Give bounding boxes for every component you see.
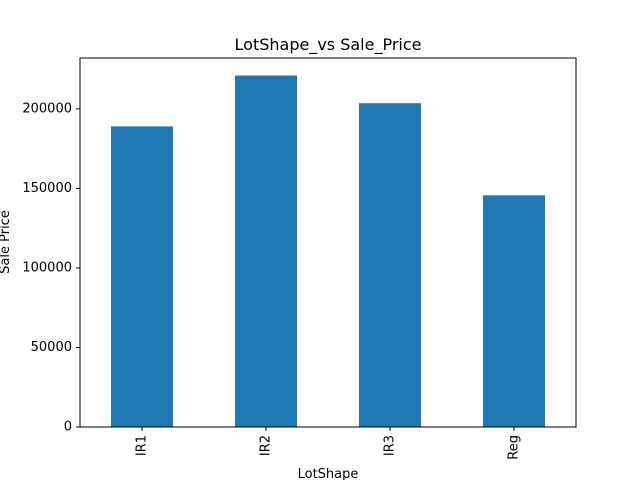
bars-group: [111, 75, 545, 428]
x-tick-label-reg: Reg: [507, 435, 522, 460]
x-tick-label-ir1: IR1: [135, 435, 150, 456]
y-tick-label-0: 0: [64, 420, 72, 435]
y-tick-label-200000: 200000: [22, 101, 72, 116]
bar-ir2: [235, 75, 297, 427]
y-tick-label-100000: 100000: [22, 260, 72, 275]
x-tick-label-ir2: IR2: [259, 435, 274, 456]
y-axis-ticks: 0 50000 100000 150000 200000: [22, 101, 80, 435]
y-tick-label-150000: 150000: [22, 181, 72, 196]
bar-ir1: [111, 126, 173, 428]
bar-ir3: [359, 103, 421, 427]
x-axis-ticks: IR1 IR2 IR3 Reg: [135, 427, 522, 460]
y-tick-label-50000: 50000: [31, 340, 72, 355]
chart-title: LotShape_vs Sale_Price: [235, 35, 422, 55]
bar-reg: [483, 195, 545, 427]
plot-frame: [79, 57, 577, 428]
y-axis-label: Sale Price: [0, 210, 13, 274]
x-axis-label: LotShape: [298, 467, 359, 480]
x-tick-label-ir3: IR3: [383, 435, 398, 456]
